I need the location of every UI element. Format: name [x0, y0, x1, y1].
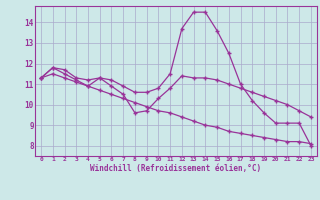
X-axis label: Windchill (Refroidissement éolien,°C): Windchill (Refroidissement éolien,°C) — [91, 164, 261, 173]
